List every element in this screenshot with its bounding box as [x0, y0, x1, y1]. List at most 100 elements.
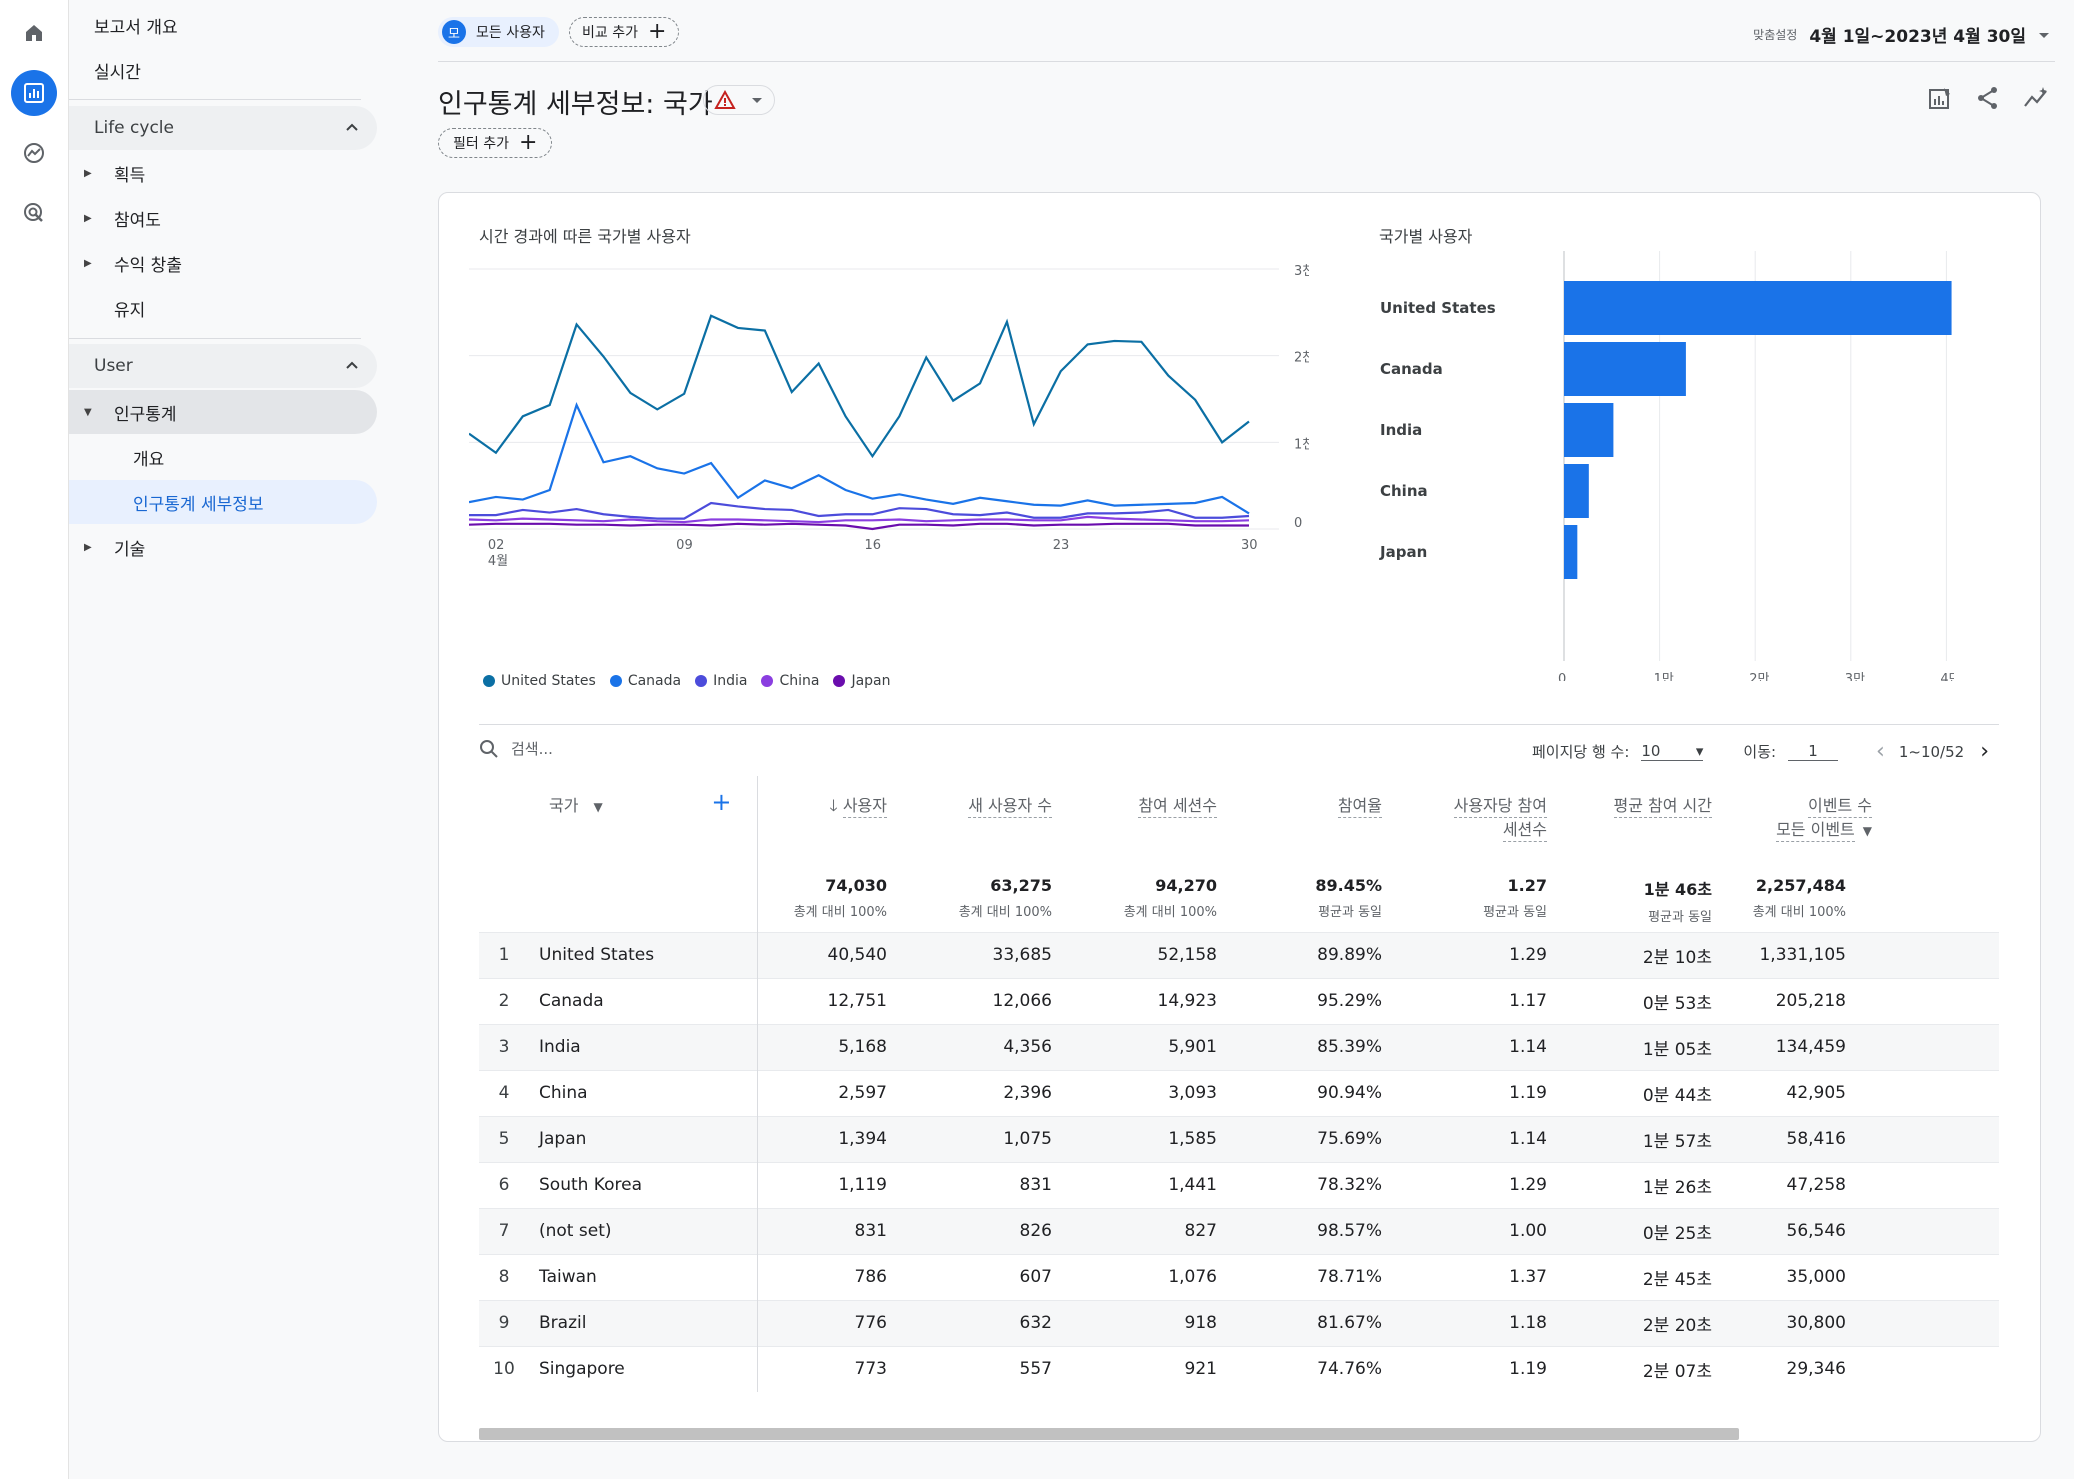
reports-icon[interactable] [11, 70, 57, 116]
next-page-icon[interactable]: › [1980, 739, 1990, 764]
header-label: 참여율 [1337, 796, 1382, 818]
horizontal-scrollbar[interactable] [479, 1428, 1739, 1440]
table-row[interactable]: 5 Japan 1,394 1,075 1,585 75.69% 1.14 1분 57초 58,… [479, 1115, 1999, 1162]
event-selector[interactable]: 모든 이벤트 [1776, 820, 1855, 842]
rank-cell: 10 [479, 1345, 529, 1392]
metric-cell: 776 [757, 1299, 907, 1346]
table-row[interactable]: 3 India 5,168 4,356 5,901 85.39% 1.14 1분 05초 134… [479, 1023, 1999, 1070]
table-header-row: 국가 ▼ + 🡓 사용자 새 사용자 수 참여 세션수 참여율 사용자당 참여 세… [479, 776, 1999, 866]
header-event-count[interactable]: 이벤트 수 모든 이벤트 ▼ [1732, 776, 1922, 866]
bar-category-label: Canada [1380, 360, 1443, 378]
line-chart[interactable]: 3천 2천 1천 0 02 09 16 23 30 4월 [469, 263, 1309, 593]
country-cell: (not set) [529, 1207, 758, 1254]
add-dimension-icon[interactable]: + [711, 788, 732, 816]
nav-item-engagement[interactable]: ▶ 참여도 [69, 196, 377, 240]
explore-icon[interactable] [11, 130, 57, 176]
country-cell: China [529, 1069, 758, 1116]
nav-item-demographics-overview[interactable]: 개요 [69, 435, 377, 479]
nav-item-monetization[interactable]: ▶ 수익 창출 [69, 241, 377, 285]
header-engaged-sessions[interactable]: 참여 세션수 [1072, 776, 1237, 866]
goto-input[interactable]: 1 [1788, 742, 1839, 761]
metric-cell: 5,901 [1072, 1023, 1237, 1070]
nav-item-acquisition[interactable]: ▶ 획득 [69, 151, 377, 195]
dimension-label: 국가 [549, 796, 579, 815]
legend-item[interactable]: China [761, 673, 819, 689]
nav-item-demographic-details[interactable]: 인구통계 세부정보 [69, 480, 377, 524]
country-cell: Singapore [529, 1345, 758, 1392]
legend-item[interactable]: Japan [833, 673, 891, 689]
legend-item[interactable]: India [695, 673, 747, 689]
nav-item-demographics[interactable]: ▼ 인구통계 [69, 390, 377, 434]
nav-section-user[interactable]: User [69, 344, 377, 388]
add-comparison-button[interactable]: 비교 추가 + [569, 17, 680, 47]
nav-label: 기술 [114, 539, 146, 560]
metric-cell: 0분 53초 [1567, 977, 1732, 1024]
date-range-picker[interactable]: 맞춤설정 4월 1일~2023년 4월 30일 [1753, 22, 2052, 47]
legend-item[interactable]: Canada [609, 673, 681, 689]
metric-cell: 1,331,105 [1732, 931, 1922, 978]
metric-cell: 89.89% [1237, 931, 1402, 978]
header-new-users[interactable]: 새 사용자 수 [907, 776, 1072, 866]
total-sub: 평균과 동일 [1483, 905, 1547, 920]
metric-cell: 30,800 [1732, 1299, 1922, 1346]
metric-cell: 0분 25초 [1567, 1207, 1732, 1254]
table-row[interactable]: 8 Taiwan 786 607 1,076 78.71% 1.37 2분 45초 35,000 [479, 1253, 1999, 1300]
header-sessions-per-user[interactable]: 사용자당 참여 세션수 [1402, 776, 1567, 866]
prev-page-icon[interactable]: ‹ [1876, 739, 1885, 764]
nav-item-retention[interactable]: 유지 [69, 286, 377, 330]
bar-category-label: United States [1380, 299, 1496, 317]
insights-icon[interactable] [2022, 84, 2050, 112]
country-cell: United States [529, 931, 758, 978]
share-icon[interactable] [1974, 84, 2002, 112]
home-icon[interactable] [11, 10, 57, 56]
rows-per-page-value: 10 [1641, 742, 1661, 760]
nav-report-overview[interactable]: 보고서 개요 [69, 3, 377, 47]
legend-swatch [483, 675, 495, 687]
nav-realtime[interactable]: 실시간 [69, 48, 377, 92]
metric-cell: 3,093 [1072, 1069, 1237, 1116]
metric-cell: 1분 57초 [1567, 1115, 1732, 1162]
table-row[interactable]: 2 Canada 12,751 12,066 14,923 95.29% 1.17 0분 53… [479, 977, 1999, 1024]
legend-item[interactable]: United States [483, 673, 596, 689]
total-value: 2,257,484 [1755, 876, 1846, 895]
search-box[interactable]: 검색... [479, 738, 553, 759]
icon-rail [0, 0, 69, 1479]
customize-report-icon[interactable] [1926, 84, 1954, 112]
nav-item-tech[interactable]: ▶ 기술 [69, 525, 377, 569]
total-sub: 총계 대비 100% [958, 905, 1052, 920]
bar-chart[interactable]: 01만2만3만4만5만United StatesCanadaIndiaChina… [1374, 251, 1954, 681]
header-users[interactable]: 🡓 사용자 [757, 776, 907, 866]
table-row[interactable]: 10 Singapore 773 557 921 74.76% 1.19 2분 07초 29,3… [479, 1345, 1999, 1392]
segment-chip[interactable]: 모 모든 사용자 [438, 17, 559, 47]
metric-cell: 1,585 [1072, 1115, 1237, 1162]
legend-swatch [833, 675, 846, 687]
country-cell: Taiwan [529, 1253, 758, 1300]
dimension-header[interactable]: 국가 ▼ + [479, 776, 758, 866]
rows-per-page-select[interactable]: 10 ▾ [1641, 742, 1704, 761]
metric-cell: 85.39% [1237, 1023, 1402, 1070]
nav-label: 개요 [133, 449, 165, 470]
caret-right-icon: ▶ [84, 541, 92, 553]
total-sub: 평균과 동일 [1318, 905, 1382, 920]
header-avg-engagement-time[interactable]: 평균 참여 시간 [1567, 776, 1732, 866]
table-row[interactable]: 4 China 2,597 2,396 3,093 90.94% 1.19 0분 44초 42,… [479, 1069, 1999, 1116]
nav-section-lifecycle[interactable]: Life cycle [69, 106, 377, 150]
table-row[interactable]: 7 (not set) 831 826 827 98.57% 1.00 0분 25초 56,54… [479, 1207, 1999, 1254]
data-quality-warning[interactable] [703, 85, 775, 115]
series-line-china [469, 515, 1250, 524]
country-cell: Canada [529, 977, 758, 1024]
metric-cell: 918 [1072, 1299, 1237, 1346]
metric-cell: 98.57% [1237, 1207, 1402, 1254]
nav-label: 유지 [114, 300, 146, 321]
table-row[interactable]: 6 South Korea 1,119 831 1,441 78.32% 1.29 1분 26… [479, 1161, 1999, 1208]
nav-label: 실시간 [94, 62, 141, 83]
add-filter-button[interactable]: 필터 추가 + [438, 128, 553, 158]
metric-cell: 40,540 [757, 931, 907, 978]
advertising-icon[interactable] [11, 190, 57, 236]
table-row[interactable]: 1 United States 40,540 33,685 52,158 89.89% 1.… [479, 931, 1999, 978]
search-input[interactable]: 검색... [511, 740, 553, 758]
table-row[interactable]: 9 Brazil 776 632 918 81.67% 1.18 2분 20초 30,800 [479, 1299, 1999, 1346]
x-month-label: 4월 [488, 554, 508, 569]
series-line-canada [469, 402, 1250, 515]
header-engagement-rate[interactable]: 참여율 [1237, 776, 1402, 866]
